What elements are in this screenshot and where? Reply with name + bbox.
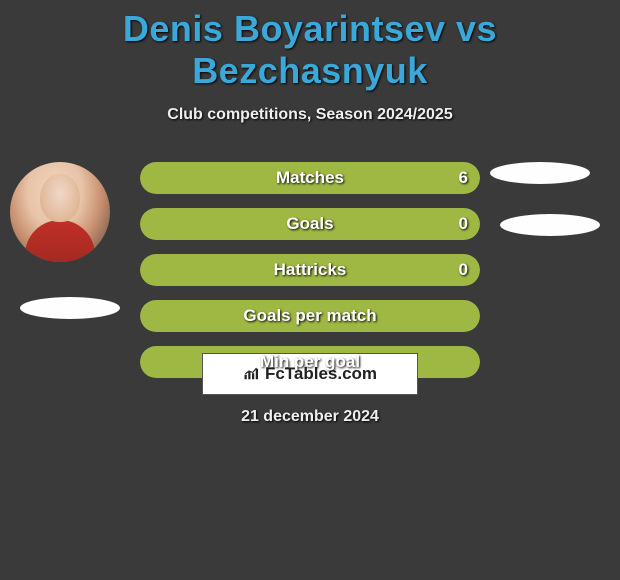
stat-bar-label: Goals per match (140, 300, 480, 332)
stat-bar-matches: Matches 6 (140, 162, 480, 194)
player2-badge-pill-2 (500, 214, 600, 236)
stat-bar-min-per-goal: Min per goal (140, 346, 480, 378)
player1-avatar (10, 162, 110, 262)
stat-bar-hattricks: Hattricks 0 (140, 254, 480, 286)
player1-badge-pill (20, 297, 120, 319)
stat-bar-value: 6 (459, 162, 468, 194)
stat-bar-goals: Goals 0 (140, 208, 480, 240)
stat-bar-label: Min per goal (140, 346, 480, 378)
stat-bar-goals-per-match: Goals per match (140, 300, 480, 332)
stat-bar-label: Hattricks (140, 254, 480, 286)
player2-badge-pill-1 (490, 162, 590, 184)
widget-container: Denis Boyarintsev vs Bezchasnyuk Club co… (0, 0, 620, 580)
stat-bar-label: Matches (140, 162, 480, 194)
stat-bar-value: 0 (459, 254, 468, 286)
stat-bars: Matches 6 Goals 0 Hattricks 0 Goals per … (140, 162, 480, 392)
footer-date: 21 december 2024 (0, 408, 620, 426)
stat-bar-value: 0 (459, 208, 468, 240)
stat-bar-label: Goals (140, 208, 480, 240)
page-subtitle: Club competitions, Season 2024/2025 (0, 106, 620, 124)
page-title: Denis Boyarintsev vs Bezchasnyuk (0, 0, 620, 92)
